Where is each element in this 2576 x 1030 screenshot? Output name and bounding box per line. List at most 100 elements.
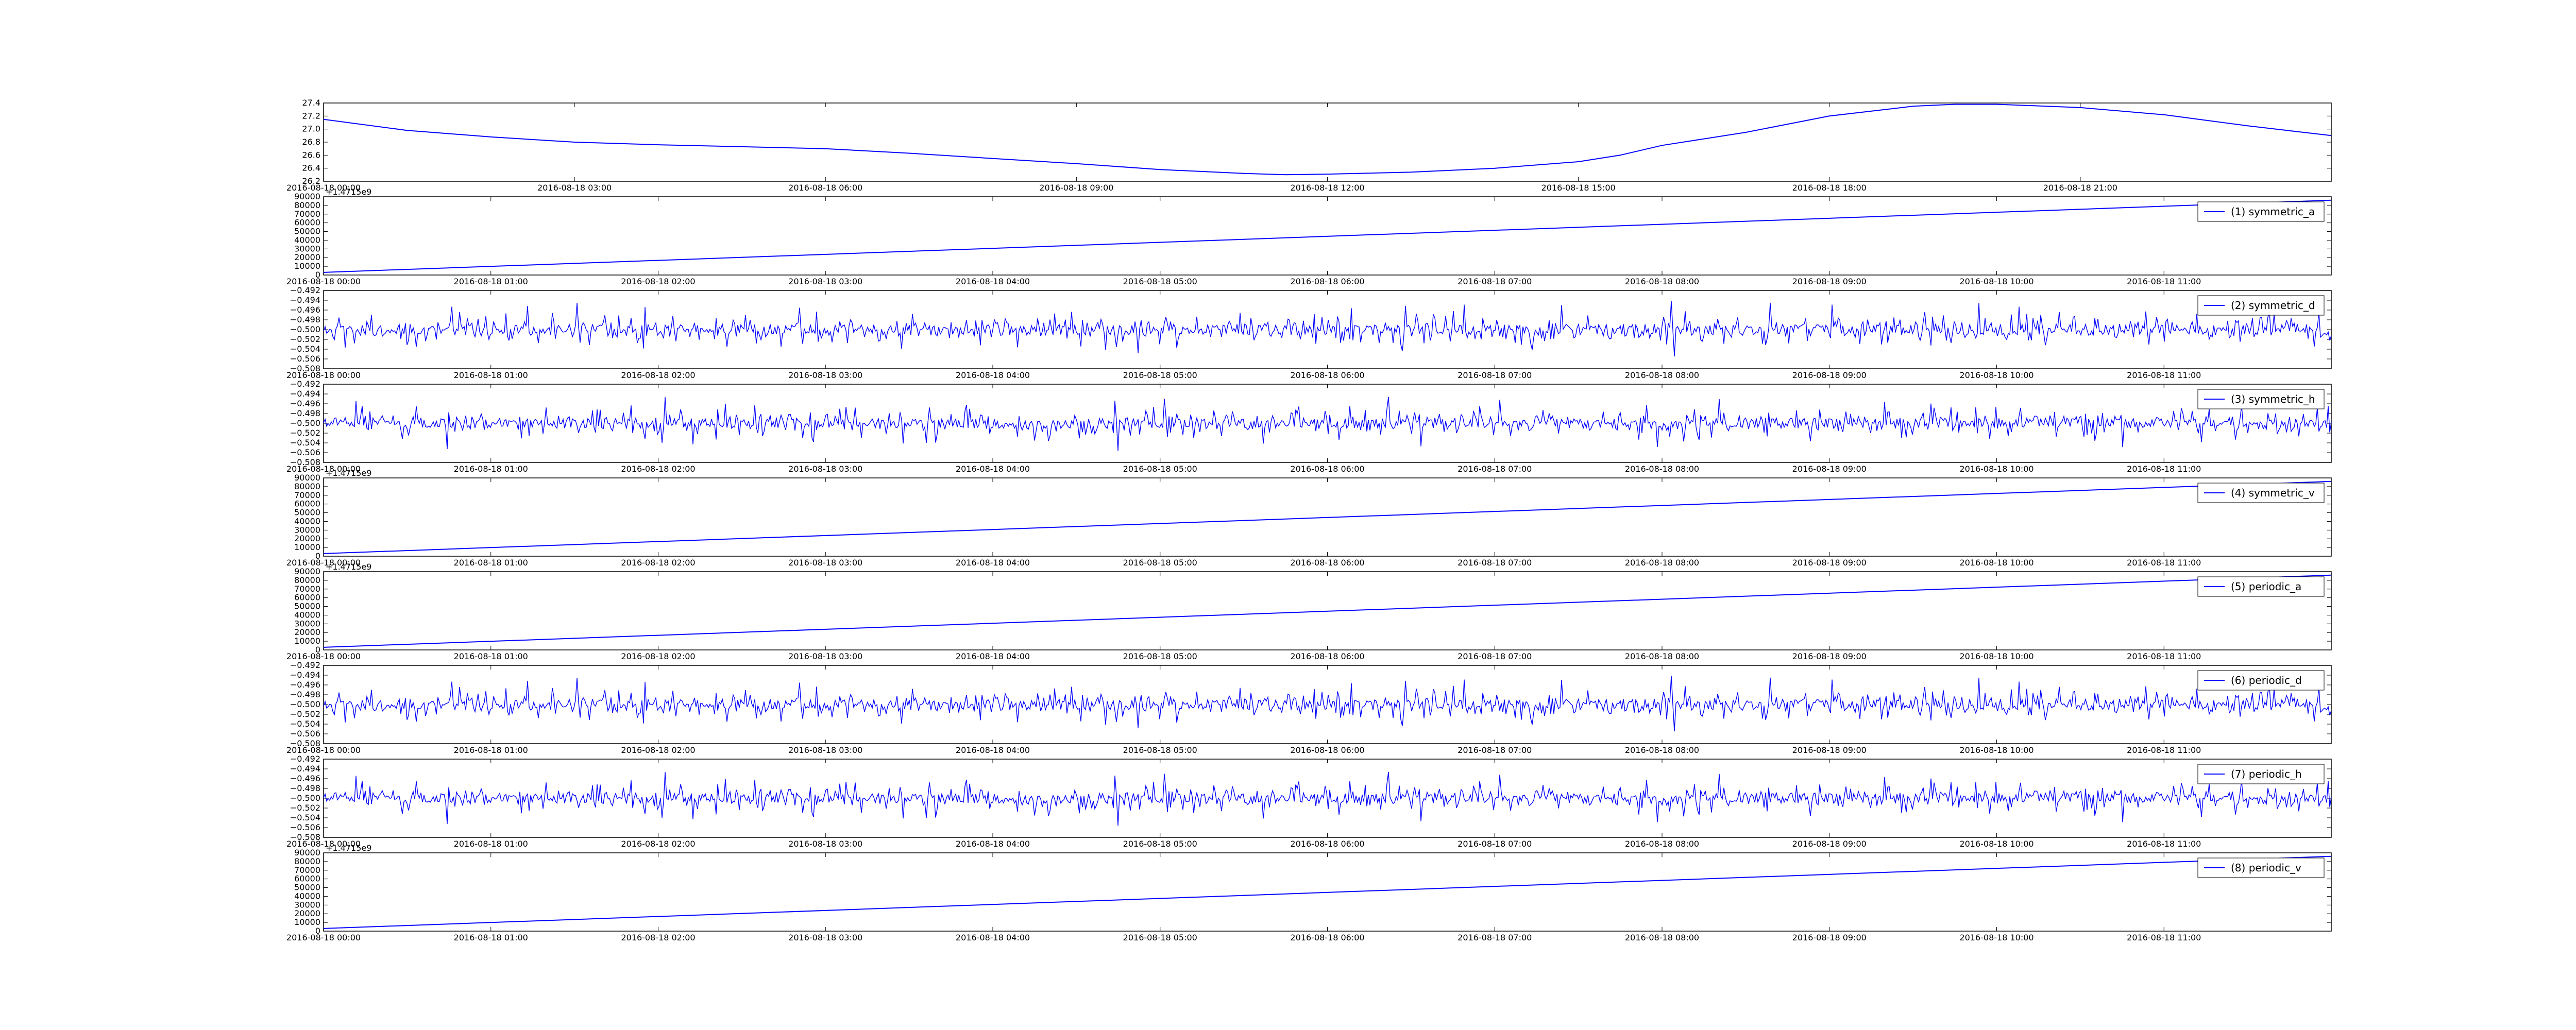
y-tick-label: 10000 bbox=[294, 261, 320, 271]
x-tick-label: 2016-08-18 03:00 bbox=[537, 183, 612, 193]
x-tick-label: 2016-08-18 02:00 bbox=[621, 370, 695, 380]
x-tick-label: 2016-08-18 05:00 bbox=[1123, 651, 1197, 661]
y-tick-label: −0.496 bbox=[290, 774, 320, 783]
y-tick-label: −0.492 bbox=[290, 285, 320, 295]
x-tick-label: 2016-08-18 01:00 bbox=[454, 370, 528, 380]
x-tick-label: 2016-08-18 05:00 bbox=[1123, 464, 1197, 474]
series-line-sym_v bbox=[323, 480, 2332, 554]
x-tick-label: 2016-08-18 00:00 bbox=[286, 651, 361, 661]
series-line-per_a bbox=[323, 574, 2332, 648]
y-tick-label: 90000 bbox=[294, 848, 320, 857]
y-tick-label: 40000 bbox=[294, 235, 320, 245]
x-tick-label: 2016-08-18 10:00 bbox=[1959, 745, 2033, 755]
y-tick-label: 90000 bbox=[294, 473, 320, 483]
y-tick-label: −0.504 bbox=[290, 719, 320, 729]
y-tick-label: 70000 bbox=[294, 865, 320, 875]
x-tick-label: 2016-08-18 02:00 bbox=[621, 933, 695, 942]
y-tick-label: −0.492 bbox=[290, 660, 320, 670]
y-tick-label: −0.506 bbox=[290, 729, 320, 739]
x-tick-label: 2016-08-18 06:00 bbox=[1290, 933, 1364, 942]
y-tick-label: −0.508 bbox=[290, 457, 320, 467]
x-tick-label: 2016-08-18 00:00 bbox=[286, 183, 361, 193]
y-tick-label: −0.502 bbox=[290, 709, 320, 719]
x-tick-label: 2016-08-18 07:00 bbox=[1458, 745, 1532, 755]
series-line-per_d bbox=[323, 675, 2332, 732]
x-tick-label: 2016-08-18 09:00 bbox=[1792, 651, 1867, 661]
y-tick-label: 30000 bbox=[294, 900, 320, 909]
x-tick-label: 2016-08-18 06:00 bbox=[788, 183, 862, 193]
y-tick-label: −0.504 bbox=[290, 813, 320, 822]
series-line-sym_a bbox=[323, 199, 2332, 273]
series-line-per_h bbox=[323, 771, 2332, 826]
x-tick-label: 2016-08-18 10:00 bbox=[1959, 933, 2033, 942]
y-tick-label: −0.506 bbox=[290, 354, 320, 364]
x-tick-label: 2016-08-18 04:00 bbox=[956, 651, 1030, 661]
x-tick-label: 2016-08-18 00:00 bbox=[286, 745, 361, 755]
y-tick-label: −0.502 bbox=[290, 334, 320, 344]
x-tick-label: 2016-08-18 03:00 bbox=[788, 464, 862, 474]
plot-area-temp bbox=[323, 102, 2332, 182]
y-tick-label: −0.492 bbox=[290, 754, 320, 764]
y-tick-label: −0.500 bbox=[290, 699, 320, 709]
x-tick-label: 2016-08-18 08:00 bbox=[1625, 839, 1699, 849]
y-tick-label: 26.8 bbox=[302, 137, 320, 147]
series-line-sym_h bbox=[323, 397, 2332, 451]
x-tick-label: 2016-08-18 10:00 bbox=[1959, 839, 2033, 849]
x-tick-label: 2016-08-18 06:00 bbox=[1290, 558, 1364, 568]
x-tick-label: 2016-08-18 08:00 bbox=[1625, 277, 1699, 286]
x-tick-label: 2016-08-18 06:00 bbox=[1290, 277, 1364, 286]
x-tick-label: 2016-08-18 11:00 bbox=[2127, 277, 2201, 286]
x-tick-label: 2016-08-18 07:00 bbox=[1458, 933, 1532, 942]
y-tick-label: −0.506 bbox=[290, 448, 320, 457]
x-tick-label: 2016-08-18 01:00 bbox=[454, 839, 528, 849]
x-tick-label: 2016-08-18 10:00 bbox=[1959, 464, 2033, 474]
x-tick-label: 2016-08-18 11:00 bbox=[2127, 464, 2201, 474]
x-tick-label: 2016-08-18 04:00 bbox=[956, 370, 1030, 380]
x-tick-label: 2016-08-18 11:00 bbox=[2127, 370, 2201, 380]
x-tick-label: 2016-08-18 00:00 bbox=[286, 370, 361, 380]
x-tick-label: 2016-08-18 04:00 bbox=[956, 839, 1030, 849]
x-tick-label: 2016-08-18 03:00 bbox=[788, 651, 862, 661]
x-tick-label: 2016-08-18 02:00 bbox=[621, 464, 695, 474]
legend-label: (3) symmetric_h bbox=[2231, 393, 2315, 405]
y-tick-label: 27.4 bbox=[302, 98, 320, 108]
x-tick-label: 2016-08-18 06:00 bbox=[1290, 839, 1364, 849]
x-tick-label: 2016-08-18 09:00 bbox=[1792, 277, 1867, 286]
y-tick-label: 40000 bbox=[294, 516, 320, 526]
y-tick-label: 80000 bbox=[294, 575, 320, 585]
y-tick-label: 30000 bbox=[294, 619, 320, 628]
y-tick-label: −0.494 bbox=[290, 670, 320, 680]
x-tick-label: 2016-08-18 05:00 bbox=[1123, 370, 1197, 380]
legend-label: (6) periodic_d bbox=[2231, 674, 2302, 686]
y-tick-label: −0.508 bbox=[290, 364, 320, 373]
x-tick-label: 2016-08-18 08:00 bbox=[1625, 558, 1699, 568]
x-tick-label: 2016-08-18 05:00 bbox=[1123, 933, 1197, 942]
x-tick-label: 2016-08-18 02:00 bbox=[621, 839, 695, 849]
y-tick-label: 50000 bbox=[294, 508, 320, 518]
y-tick-label: −0.498 bbox=[290, 783, 320, 793]
y-tick-label: −0.496 bbox=[290, 305, 320, 315]
y-tick-label: 27.2 bbox=[302, 111, 320, 121]
y-tick-label: 20000 bbox=[294, 252, 320, 262]
y-tick-label: 30000 bbox=[294, 525, 320, 535]
y-tick-label: 50000 bbox=[294, 883, 320, 892]
y-tick-label: 60000 bbox=[294, 218, 320, 228]
x-tick-label: 2016-08-18 03:00 bbox=[788, 745, 862, 755]
x-tick-label: 2016-08-18 06:00 bbox=[1290, 464, 1364, 474]
x-tick-label: 2016-08-18 11:00 bbox=[2127, 745, 2201, 755]
y-tick-label: 80000 bbox=[294, 482, 320, 491]
y-tick-label: 20000 bbox=[294, 627, 320, 637]
y-tick-label: 40000 bbox=[294, 610, 320, 620]
x-tick-label: 2016-08-18 00:00 bbox=[286, 933, 361, 942]
x-tick-label: 2016-08-18 12:00 bbox=[1290, 183, 1364, 193]
y-tick-label: 26.6 bbox=[302, 150, 320, 160]
x-tick-label: 2016-08-18 09:00 bbox=[1792, 464, 1867, 474]
y-tick-label: −0.506 bbox=[290, 822, 320, 832]
x-tick-label: 2016-08-18 00:00 bbox=[286, 839, 361, 849]
x-tick-label: 2016-08-18 15:00 bbox=[1541, 183, 1616, 193]
x-tick-label: 2016-08-18 10:00 bbox=[1959, 277, 2033, 286]
x-tick-label: 2016-08-18 11:00 bbox=[2127, 558, 2201, 568]
y-tick-label: 60000 bbox=[294, 499, 320, 509]
offset-label: +1.4715e9 bbox=[326, 843, 371, 853]
x-tick-label: 2016-08-18 04:00 bbox=[956, 277, 1030, 286]
